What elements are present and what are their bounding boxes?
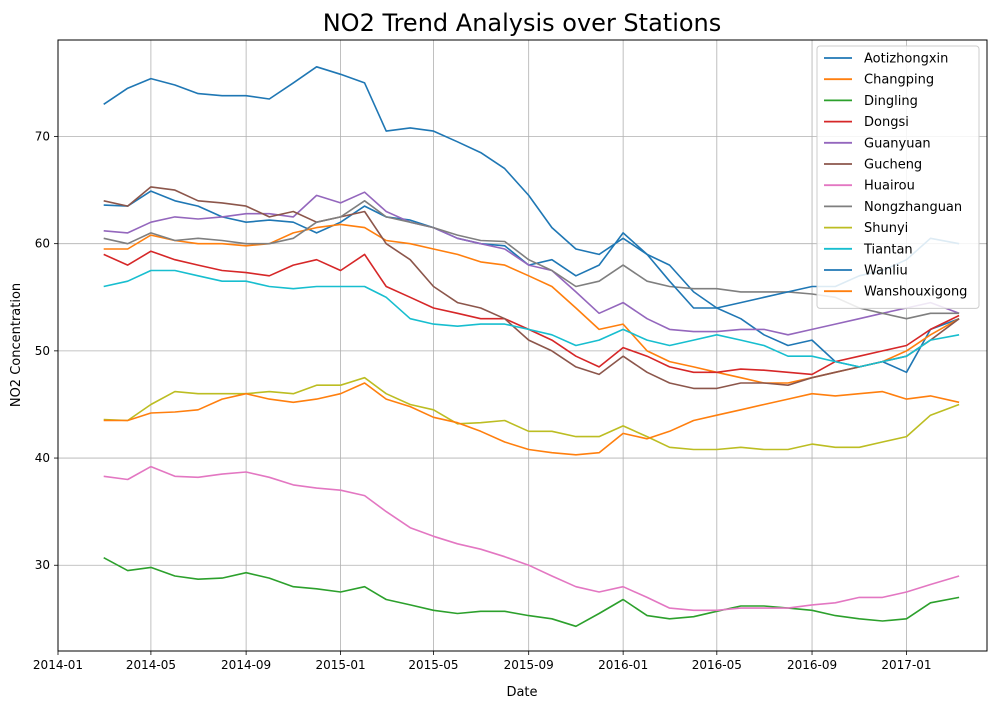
y-tick-label: 70 [35, 129, 50, 143]
legend-label: Gucheng [864, 158, 922, 173]
x-tick-label: 2015-05 [408, 658, 458, 672]
series-line-gucheng [103, 186, 960, 390]
y-tick-label: 30 [35, 558, 50, 572]
y-tick-label: 50 [35, 344, 50, 358]
series-lines [103, 66, 960, 628]
y-tick-label: 60 [35, 237, 50, 251]
y-tick-label: 40 [35, 451, 50, 465]
x-tick-label: 2015-09 [504, 658, 554, 672]
legend-box [816, 45, 980, 309]
series-line-nongzhanguan [103, 200, 960, 320]
legend-label: Wanshouxigong [864, 285, 967, 300]
series-line-wanliu [103, 66, 960, 309]
x-tick-label: 2016-09 [787, 658, 837, 672]
legend-label: Guanyuan [864, 136, 931, 151]
legend-label: Dingling [864, 94, 918, 109]
x-tick-label: 2014-01 [33, 658, 83, 672]
series-line-huairou [103, 465, 960, 612]
legend: Aotizhongxin Changping Dingling Dongsi Guany… [816, 45, 980, 309]
x-tick-label: 2016-01 [598, 658, 648, 672]
legend-label: Dongsi [864, 115, 909, 130]
chart-title: NO2 Trend Analysis over Stations [323, 9, 722, 37]
series-line-tiantan [103, 269, 960, 368]
y-axis-label: NO2 Concentration [9, 283, 24, 407]
legend-label: Aotizhongxin [864, 52, 948, 67]
series-line-dingling [103, 556, 960, 628]
axis-ticks: 2014-01 2014-05 2014-09 2015-01 2015-05 2015-… [33, 129, 932, 672]
legend-label: Nongzhanguan [864, 200, 962, 215]
x-axis-label: Date [506, 685, 537, 700]
legend-label: Huairou [864, 179, 915, 194]
x-tick-label: 2015-01 [316, 658, 366, 672]
series-line-wanshouxigong [103, 382, 960, 456]
legend-label: Tiantan [863, 242, 913, 257]
legend-label: Shunyi [864, 221, 908, 236]
x-tick-label: 2016-05 [692, 658, 742, 672]
series-line-guanyuan [103, 191, 960, 336]
plot-frame [57, 39, 988, 652]
legend-label: Changping [864, 73, 934, 88]
legend-label: Wanliu [864, 264, 908, 279]
x-tick-label: 2014-05 [126, 658, 176, 672]
x-tick-label: 2017-01 [881, 658, 931, 672]
x-tick-label: 2014-09 [221, 658, 271, 672]
series-line-shunyi [103, 376, 960, 451]
